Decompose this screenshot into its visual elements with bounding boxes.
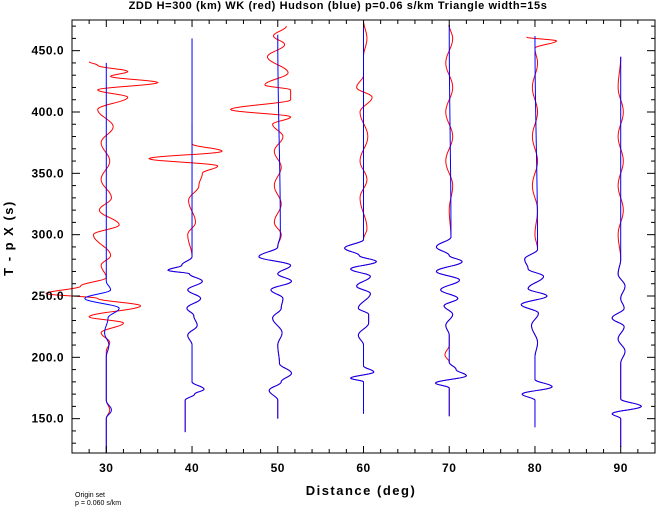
hudson-trace-40 <box>167 38 205 433</box>
y-tick-label: 300.0 <box>31 228 64 242</box>
y-tick-label: 400.0 <box>31 105 64 119</box>
wk-trace-80 <box>520 36 558 428</box>
x-tick-label: 80 <box>528 461 542 475</box>
x-tick-label: 70 <box>442 461 456 475</box>
y-tick-label: 200.0 <box>31 350 64 364</box>
x-tick-label: 30 <box>99 461 113 475</box>
y-tick-label: 450.0 <box>31 44 64 58</box>
hudson-trace-60 <box>344 20 377 414</box>
footer-ray-parameter: p = 0.060 s/km <box>75 500 121 507</box>
x-tick-label: 60 <box>356 461 370 475</box>
wk-trace-90 <box>611 56 642 447</box>
x-axis-label: Distance (deg) <box>306 483 417 498</box>
y-tick-label: 150.0 <box>31 412 64 426</box>
chart-title: ZDD H=300 (km) WK (red) Hudson (blue) p=… <box>129 0 548 12</box>
y-tick-label: 350.0 <box>31 166 64 180</box>
wk-trace-60 <box>344 19 377 414</box>
y-tick-label: 250.0 <box>31 289 64 303</box>
x-tick-label: 50 <box>271 461 285 475</box>
wk-trace-70 <box>434 24 467 417</box>
hudson-trace-30 <box>84 62 120 453</box>
x-axis: 30 40 50 60 70 80 90 <box>71 20 656 475</box>
trace-layer <box>45 19 642 453</box>
wk-trace-40 <box>148 124 223 433</box>
wk-trace-30 <box>45 61 159 453</box>
hudson-trace-90 <box>611 56 642 447</box>
x-tick-label: 40 <box>185 461 199 475</box>
hudson-trace-50 <box>258 34 293 419</box>
hudson-trace-80 <box>520 35 553 428</box>
wk-trace-50 <box>229 26 293 419</box>
y-axis: 150.0 200.0 250.0 300.0 350.0 400.0 450.0 <box>31 25 655 444</box>
y-axis-label: T - p X (s) <box>1 200 16 276</box>
hudson-trace-70 <box>434 24 467 417</box>
x-tick-label: 90 <box>614 461 628 475</box>
footer-origin-note: Origin set <box>75 492 105 499</box>
